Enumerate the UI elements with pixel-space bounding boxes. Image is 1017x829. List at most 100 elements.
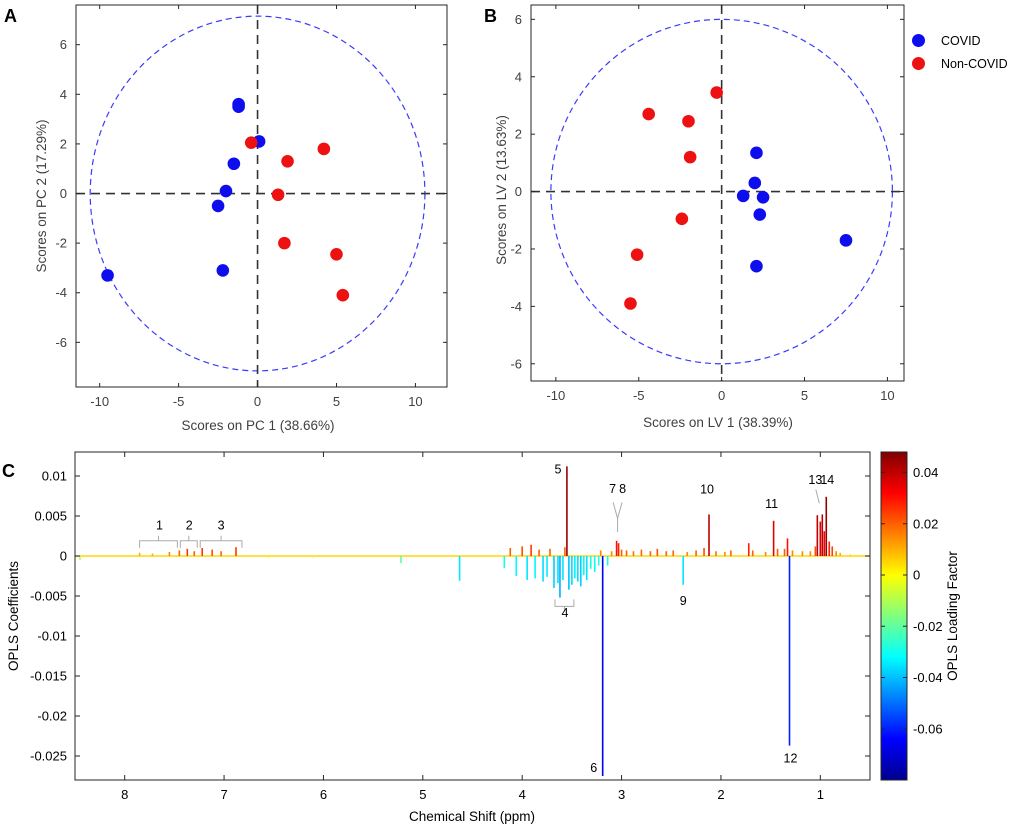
panel-c-peak-label: 3 <box>218 519 225 533</box>
panel-a-y-tick-label: -6 <box>55 335 67 350</box>
panel-b-y-tick-label: 4 <box>515 69 522 84</box>
panel-b-point-covid <box>839 234 853 247</box>
colorbar-tick-label: -0.04 <box>913 670 943 685</box>
panel-b-point-covid <box>756 191 770 204</box>
panel-b-y-tick-label: 2 <box>515 127 522 142</box>
panel-b-point-non-covid <box>683 150 697 164</box>
panel-b-point-non-covid <box>624 297 637 310</box>
panel-c-peak-label: 2 <box>186 519 193 533</box>
panel-b-score-plot: B -10 -5 0 5 10 -6 -4 -2 0 2 4 6 Scores on LV 1 (3… <box>484 4 905 430</box>
panel-a-x-tick-label: 0 <box>254 394 261 409</box>
panel-b-point-covid <box>750 259 763 273</box>
panel-c-peak-label: 10 <box>700 483 714 497</box>
legend-marker-covid <box>912 34 925 47</box>
panel-b-point-covid <box>748 176 762 190</box>
panel-b-point-covid <box>736 189 750 203</box>
panel-c-peak-label: 1 <box>156 519 163 533</box>
legend-label-covid: COVID <box>941 34 981 48</box>
panel-a-point-non-covid <box>336 288 350 302</box>
panel-c-annotation-bracket <box>139 540 178 548</box>
panel-c-peak-label: 13 <box>808 473 822 487</box>
colorbar-tick-label: -0.06 <box>913 721 943 736</box>
panel-a-x-tick-label: -10 <box>90 394 109 409</box>
panel-a-y-tick-label: 0 <box>60 186 67 201</box>
panel-b-y-tick-label: -4 <box>510 299 522 314</box>
panel-c-annotation-bracket <box>199 540 243 548</box>
panel-c-peak-label: 6 <box>590 761 597 775</box>
panel-a-y-tick-label: -4 <box>55 285 67 300</box>
panel-c-leader-13 <box>815 489 820 504</box>
panel-a-point-non-covid <box>244 136 258 149</box>
panel-c-x-axis-label: Chemical Shift (ppm) <box>409 809 535 824</box>
panel-b-x-tick-label: -5 <box>633 388 645 403</box>
colorbar <box>880 451 908 781</box>
panel-c-x-tick-label: 4 <box>519 787 526 802</box>
panel-a-point-covid <box>227 157 241 171</box>
colorbar-label: OPLS Loading Factor <box>945 551 960 681</box>
panel-c-peak-label: 5 <box>554 463 561 477</box>
panel-b-y-tick-label: 6 <box>515 12 522 27</box>
panel-c-leader-7 <box>612 502 619 519</box>
panel-c-y-tick-label: -0.02 <box>37 709 67 724</box>
panel-a-point-covid <box>232 97 245 111</box>
panel-c-leader-8 <box>617 502 623 519</box>
colorbar-tick-label: 0 <box>913 568 920 583</box>
panel-b-x-tick-label: 0 <box>718 388 725 403</box>
panel-c-y-tick-label: 0 <box>60 549 67 564</box>
panel-a-label: A <box>4 6 17 26</box>
panel-b-point-non-covid <box>642 107 656 121</box>
legend-label-non-covid: Non-COVID <box>941 57 1008 71</box>
panel-a-x-tick-label: 10 <box>408 394 422 409</box>
panel-c-peak-label: 4 <box>561 606 568 620</box>
panel-b-point-non-covid <box>630 248 644 262</box>
panel-a-point-covid <box>219 184 233 198</box>
panel-c-peak-label: 12 <box>784 751 798 765</box>
panel-c-x-tick-label: 1 <box>817 787 824 802</box>
panel-b-y-tick-label: -6 <box>510 356 522 371</box>
panel-a-y-tick-label: -2 <box>55 236 67 251</box>
panel-a-score-plot: A -10 -5 0 5 10 -6 -4 -2 0 2 4 6 Scores on PC 1 (3… <box>4 4 448 433</box>
panel-a-x-tick-label: -5 <box>173 394 185 409</box>
panel-a-point-covid <box>101 269 114 282</box>
panel-a-y-tick-label: 2 <box>60 136 67 151</box>
panel-a-x-tick-label: 5 <box>333 394 340 409</box>
panel-b-label: B <box>484 6 497 26</box>
panel-c-y-tick-label: -0.025 <box>30 749 67 764</box>
panel-c-x-tick-label: 7 <box>220 787 227 802</box>
panel-a-point-non-covid <box>271 188 285 202</box>
panel-b-y-tick-label: -2 <box>510 241 522 256</box>
legend: COVID Non-COVID <box>912 34 1008 71</box>
panel-c-x-tick-label: 5 <box>419 787 426 802</box>
panel-b-point-non-covid <box>682 114 695 128</box>
panel-c-y-tick-label: -0.005 <box>30 589 67 604</box>
panel-c-peak-label: 9 <box>680 594 687 608</box>
panel-c-y-tick-label: 0.005 <box>34 509 67 524</box>
panel-b-x-tick-label: -10 <box>546 388 565 403</box>
panel-c-x-tick-label: 8 <box>121 787 128 802</box>
panel-b-y-tick-label: 0 <box>515 184 522 199</box>
panel-c-label: C <box>2 461 15 481</box>
panel-a-axes-box <box>75 4 448 388</box>
panel-c-peak-label: 11 <box>765 497 778 511</box>
panel-a-y-tick-label: 4 <box>60 87 67 102</box>
colorbar-tick-label: 0.02 <box>913 516 938 531</box>
panel-c-y-tick-label: -0.01 <box>37 629 67 644</box>
panel-b-y-axis-label: Scores on LV 2 (13.63%) <box>494 115 509 265</box>
panel-b-point-covid <box>750 146 763 160</box>
panel-b-point-non-covid <box>710 86 723 99</box>
panel-c-y-axis-label: OPLS Coefficients <box>6 561 21 671</box>
panel-b-x-tick-label: 10 <box>880 388 894 403</box>
panel-c-annotation-bracket <box>179 540 198 548</box>
panel-a-point-covid <box>211 199 225 213</box>
panel-b-x-axis-label: Scores on LV 1 (38.39%) <box>643 415 793 430</box>
panel-c-peak-label: 14 <box>820 473 834 487</box>
panel-b-point-non-covid <box>675 212 689 226</box>
colorbar-tick-label: -0.02 <box>913 619 943 634</box>
panel-a-point-non-covid <box>281 154 294 168</box>
panel-c-y-tick-label: 0.01 <box>42 469 67 484</box>
panel-a-point-non-covid <box>330 247 343 261</box>
panel-b-axes-box <box>530 4 905 382</box>
panel-c-y-tick-label: -0.015 <box>30 669 67 684</box>
panel-c-peak-label: 7 <box>609 482 616 496</box>
